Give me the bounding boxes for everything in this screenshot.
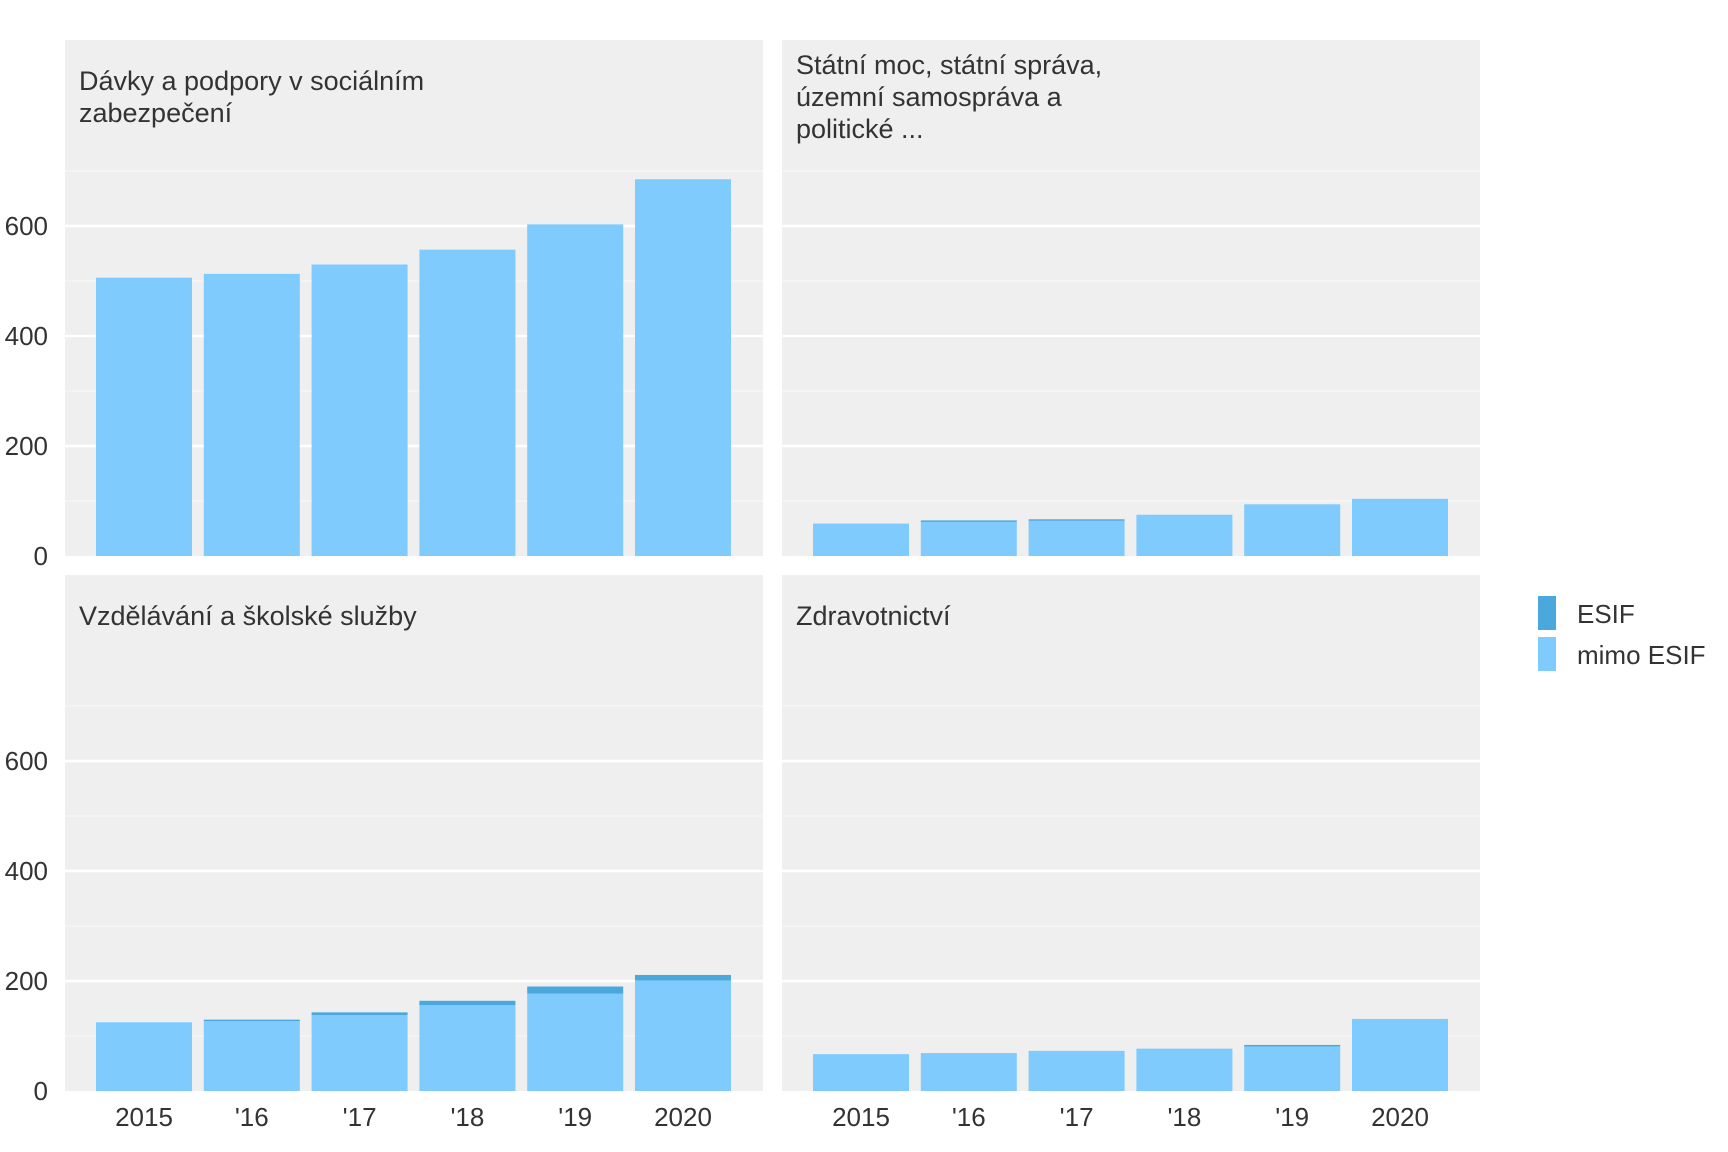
facet-panel-4: Zdravotnictví xyxy=(782,575,1480,1091)
bar-mimo-esif xyxy=(203,273,300,556)
bar-mimo-esif xyxy=(635,179,731,556)
x-tick-label: 2015 xyxy=(115,1102,173,1132)
legend-label: ESIF xyxy=(1577,599,1635,629)
legend-swatch xyxy=(1538,637,1556,671)
bar-mimo-esif xyxy=(311,1015,408,1091)
bar-mimo-esif xyxy=(203,1021,300,1091)
x-tick-label: '19 xyxy=(558,1102,592,1132)
panel-background xyxy=(782,575,1480,1091)
facet-title-line: Vzdělávání a školské služby xyxy=(79,601,417,631)
bar-mimo-esif xyxy=(813,523,909,556)
x-tick-label: 2020 xyxy=(1371,1102,1429,1132)
bar-mimo-esif xyxy=(920,521,1017,556)
facet-title-line: Dávky a podpory v sociálním xyxy=(79,66,424,96)
x-tick-label: '19 xyxy=(1275,1102,1309,1132)
bar-mimo-esif xyxy=(920,1053,1017,1091)
bar-mimo-esif xyxy=(1244,1046,1341,1091)
bar-mimo-esif xyxy=(311,264,408,556)
x-tick-label: 2020 xyxy=(654,1102,712,1132)
facet-panel-3: Vzdělávání a školské služby xyxy=(65,575,763,1091)
y-tick-label: 200 xyxy=(5,966,48,996)
bar-esif xyxy=(527,986,624,994)
y-tick-label: 600 xyxy=(5,211,48,241)
y-tick-label: 0 xyxy=(34,541,48,571)
x-tick-label: '18 xyxy=(1167,1102,1201,1132)
bar-mimo-esif xyxy=(96,1022,192,1091)
facet-title-line: zabezpečení xyxy=(79,98,233,128)
bar-mimo-esif xyxy=(1352,1018,1448,1091)
bar-mimo-esif xyxy=(1352,498,1448,556)
facet-title-line: Státní moc, státní správa, xyxy=(796,50,1102,80)
x-tick-label: '17 xyxy=(1060,1102,1094,1132)
facet-title-line: Zdravotnictví xyxy=(796,601,951,631)
bar-esif xyxy=(419,1000,516,1006)
bar-mimo-esif xyxy=(527,224,624,556)
facet-title-line: politické ... xyxy=(796,114,924,144)
bar-mimo-esif xyxy=(527,993,624,1091)
bar-mimo-esif xyxy=(419,249,516,556)
x-tick-label: '17 xyxy=(343,1102,377,1132)
y-tick-label: 200 xyxy=(5,431,48,461)
bar-esif xyxy=(920,520,1017,522)
bar-mimo-esif xyxy=(635,980,731,1091)
bar-esif xyxy=(1028,519,1125,521)
legend-swatch xyxy=(1538,596,1556,630)
facet-title: Vzdělávání a školské služby xyxy=(79,601,417,631)
bar-mimo-esif xyxy=(1028,520,1125,556)
y-tick-label: 0 xyxy=(34,1076,48,1106)
y-tick-label: 600 xyxy=(5,746,48,776)
bar-mimo-esif xyxy=(1136,1048,1233,1091)
panel-background xyxy=(782,40,1480,556)
bar-mimo-esif xyxy=(1028,1050,1125,1091)
bar-mimo-esif xyxy=(1136,514,1233,556)
bar-mimo-esif xyxy=(96,277,192,556)
legend: ESIF mimo ESIF xyxy=(1538,596,1706,671)
x-tick-label: '16 xyxy=(235,1102,269,1132)
bar-esif xyxy=(203,1019,300,1022)
legend-label: mimo ESIF xyxy=(1577,640,1706,670)
x-tick-label: '16 xyxy=(952,1102,986,1132)
bar-mimo-esif xyxy=(813,1054,909,1091)
y-tick-label: 400 xyxy=(5,856,48,886)
bar-mimo-esif xyxy=(419,1005,516,1091)
x-tick-label: 2015 xyxy=(832,1102,890,1132)
bar-esif xyxy=(311,1012,408,1016)
facet-title-line: územní samospráva a xyxy=(796,82,1063,112)
facet-title: Zdravotnictví xyxy=(796,601,951,631)
facet-panel-1: Dávky a podpory v sociálním zabezpečení xyxy=(65,40,763,556)
facet-title: Státní moc, státní správa, územní samospr… xyxy=(796,50,1102,144)
bar-esif xyxy=(635,974,731,981)
y-tick-label: 400 xyxy=(5,321,48,351)
facet-title: Dávky a podpory v sociálním zabezpečení xyxy=(79,66,424,128)
facet-panel-2: Státní moc, státní správa, územní samospr… xyxy=(782,40,1480,556)
bar-mimo-esif xyxy=(1244,504,1341,556)
x-tick-label: '18 xyxy=(450,1102,484,1132)
bar-esif xyxy=(1244,1044,1341,1047)
